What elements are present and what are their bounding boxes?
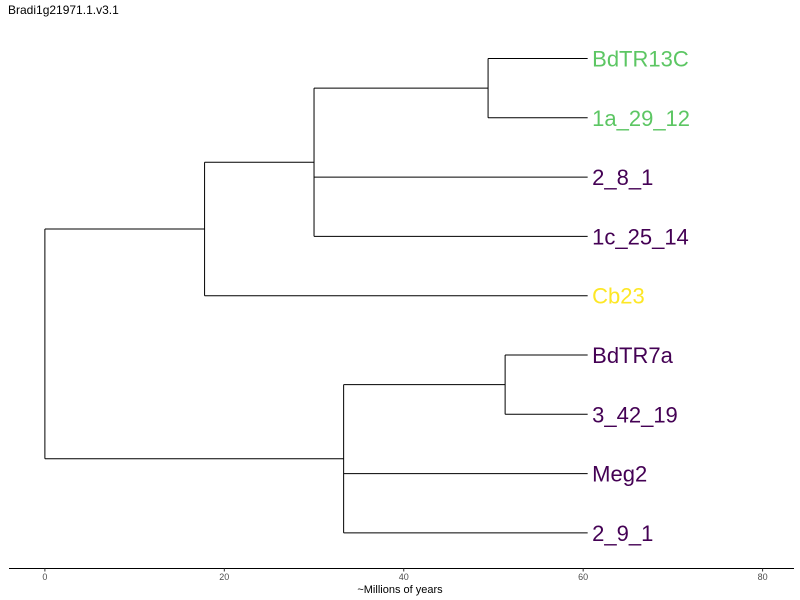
- tip-label-1a-29-12: 1a_29_12: [592, 106, 690, 131]
- tip-labels: BdTR13C 1a_29_12 2_8_1 1c_25_14 Cb23 BdTR7a 3_…: [592, 47, 690, 546]
- x-tick-label-0: 0: [42, 572, 47, 582]
- tip-label-bdtr13c: BdTR13C: [592, 47, 689, 72]
- x-tick-label-80: 80: [758, 572, 768, 582]
- tip-label-2-8-1: 2_8_1: [592, 165, 653, 190]
- tip-label-meg2: Meg2: [592, 462, 647, 487]
- tip-label-1c-25-14: 1c_25_14: [592, 224, 689, 249]
- x-tick-label-60: 60: [578, 572, 588, 582]
- tree-branches: [44, 58, 588, 534]
- tip-label-2-9-1: 2_9_1: [592, 521, 653, 546]
- x-tick-label-20: 20: [219, 572, 229, 582]
- tip-label-bdtr7a: BdTR7a: [592, 343, 673, 368]
- chart-title: Bradi1g21971.1.v3.1: [8, 3, 119, 17]
- x-axis-title: ~Millions of years: [357, 584, 443, 596]
- x-tick-label-40: 40: [399, 572, 409, 582]
- x-axis: 0 20 40 60 80: [9, 568, 794, 582]
- tip-label-3-42-19: 3_42_19: [592, 402, 678, 427]
- tip-label-cb23: Cb23: [592, 284, 645, 309]
